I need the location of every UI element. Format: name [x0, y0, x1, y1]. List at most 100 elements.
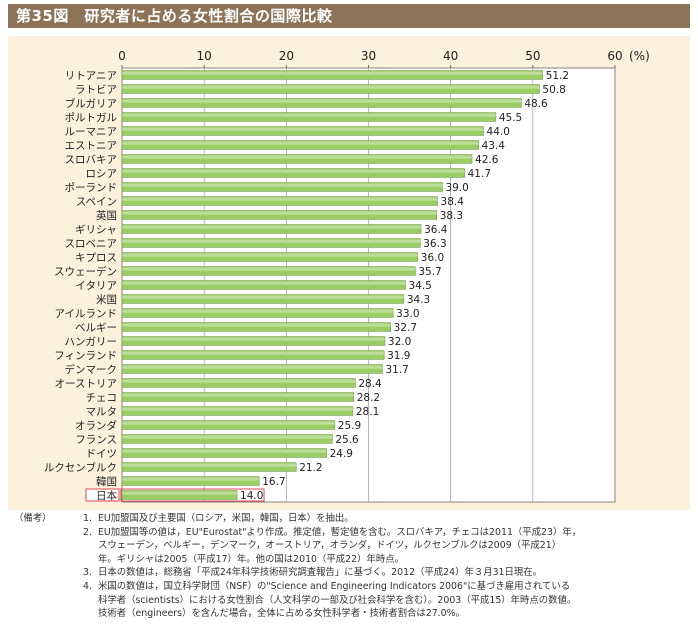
- notes-label: [14, 553, 56, 567]
- note-line: スウェーデン，ベルギー，デンマーク，オーストリア，オランダ，ドイツ，ルクセンブル…: [14, 539, 690, 553]
- bar-highlight: [122, 211, 437, 215]
- value-label: 24.9: [330, 448, 353, 460]
- bar: [121, 98, 522, 108]
- category-label: エストニア: [65, 140, 118, 152]
- bar-highlight: [122, 71, 543, 75]
- bar-highlight: [122, 463, 297, 467]
- bar-highlight: [122, 337, 385, 341]
- note-number: [56, 553, 98, 567]
- bar: [121, 490, 238, 500]
- value-label: 34.3: [407, 294, 430, 306]
- bar-highlight: [122, 99, 522, 103]
- note-line: 2. EU加盟国等の値は，EU"Eurostat"より作成。推定値，暫定値を含む。…: [14, 526, 690, 540]
- bar: [121, 448, 327, 458]
- bar: [121, 434, 333, 444]
- bar-highlight: [122, 197, 438, 201]
- bar: [121, 84, 540, 94]
- highlight-label-box: [85, 488, 120, 502]
- category-label: ギリシャ: [75, 224, 117, 236]
- note-line: 科学者（scientists）における女性割合（人文科学の一部及び社会科学を含む…: [14, 594, 690, 608]
- note-text: 科学者（scientists）における女性割合（人文科学の一部及び社会科学を含む…: [98, 594, 577, 606]
- bar-highlight: [122, 253, 418, 257]
- bar-highlight: [122, 477, 260, 481]
- bar-highlight: [122, 421, 335, 425]
- category-label: 米国: [96, 293, 117, 306]
- value-label: 33.0: [396, 308, 419, 320]
- value-label: 34.5: [408, 280, 431, 292]
- notes-label: [14, 580, 56, 594]
- title-bar: [8, 4, 690, 28]
- x-tick-label: 20: [279, 49, 294, 63]
- notes-label: [14, 566, 56, 580]
- bar: [121, 294, 405, 304]
- notes-label: [14, 607, 56, 621]
- note-number: 2.: [83, 526, 92, 538]
- value-label: 21.2: [299, 462, 322, 474]
- category-label: ルクセンブルク: [44, 461, 117, 474]
- bar-highlight: [122, 407, 353, 411]
- bar: [121, 168, 465, 178]
- note-text: EU加盟国等の値は，EU"Eurostat"より作成。推定値，暫定値を含む。スロ…: [98, 526, 582, 538]
- category-label: ポルトガル: [65, 112, 118, 124]
- category-label: チェコ: [86, 392, 118, 404]
- note-text: 米国の数値は，国立科学財団（NSF）の"Science and Engineer…: [98, 580, 571, 592]
- bar: [121, 224, 422, 234]
- bar-highlight: [122, 141, 479, 145]
- x-unit-label: (%): [629, 49, 650, 63]
- bar-highlight: [122, 295, 404, 299]
- value-label: 28.1: [356, 406, 379, 418]
- note-text: 日本の数値は，総務省「平成24年科学技術研究調査報告」に基づく。2012（平成2…: [98, 567, 543, 579]
- bar: [121, 420, 336, 430]
- category-label: ドイツ: [86, 448, 118, 460]
- bar: [121, 238, 421, 248]
- x-tick-label: 30: [361, 49, 376, 63]
- category-label: ロシア: [86, 168, 118, 180]
- figure-title: 第35図 研究者に占める女性割合の国際比較: [16, 7, 333, 25]
- bar-highlight: [122, 267, 416, 271]
- value-label: 48.6: [524, 98, 548, 110]
- bar: [121, 280, 406, 290]
- bar-highlight: [122, 491, 238, 495]
- value-label: 28.2: [357, 392, 380, 404]
- category-label: 英国: [96, 209, 117, 222]
- bar-highlight: [122, 351, 385, 355]
- note-text: EU加盟国及び主要国（ロシア，米国，韓国，日本）を抽出。: [98, 513, 354, 524]
- x-tick-label: 60: [607, 49, 622, 63]
- figure-header: 第35図 研究者に占める女性割合の国際比較: [0, 0, 698, 32]
- bar: [121, 266, 416, 276]
- bar-highlight: [122, 127, 484, 131]
- value-label: 28.4: [358, 378, 382, 390]
- value-label: 14.0: [240, 490, 263, 502]
- note-number: 1.: [83, 513, 92, 524]
- value-label: 31.7: [385, 364, 408, 376]
- bar-highlight: [122, 309, 394, 313]
- bar: [121, 126, 484, 136]
- bar-chart: 0 10 20 30 40 50 60 (%) リトアニア 51.2 ラトビア 50.8 ブルガリア 48…: [44, 49, 650, 503]
- value-label: 45.5: [499, 112, 522, 124]
- category-label: 日本: [96, 489, 117, 502]
- bar: [121, 182, 443, 192]
- bar: [121, 70, 543, 80]
- bar: [121, 308, 394, 318]
- value-label: 44.0: [487, 126, 510, 138]
- bar-highlight: [122, 365, 383, 369]
- bar: [121, 462, 297, 472]
- bar-highlight: [122, 393, 354, 397]
- note-number: 4.: [83, 580, 92, 592]
- notes-label: [14, 594, 56, 608]
- notes-label: [14, 539, 56, 553]
- bar: [121, 350, 385, 360]
- category-label: 韓国: [96, 476, 117, 488]
- category-label: ルーマニア: [65, 126, 118, 138]
- bar-highlight: [122, 225, 422, 229]
- bar-highlight: [122, 281, 406, 285]
- bar: [121, 210, 437, 220]
- highlight-bar-box: [120, 488, 265, 502]
- bar-highlight: [122, 155, 473, 159]
- value-label: 38.4: [441, 196, 465, 208]
- note-text: 年。ギリシャは2005（平成17）年。他の国は2010（平成22）年時点。: [98, 553, 404, 565]
- note-number: 3.: [83, 567, 92, 579]
- category-label: ハンガリー: [65, 336, 118, 348]
- value-label: 31.9: [387, 350, 410, 362]
- notes-section: （備考） 1. EU加盟国及び主要国（ロシア，米国，韓国，日本）を抽出。 2. EU加盟…: [14, 512, 690, 621]
